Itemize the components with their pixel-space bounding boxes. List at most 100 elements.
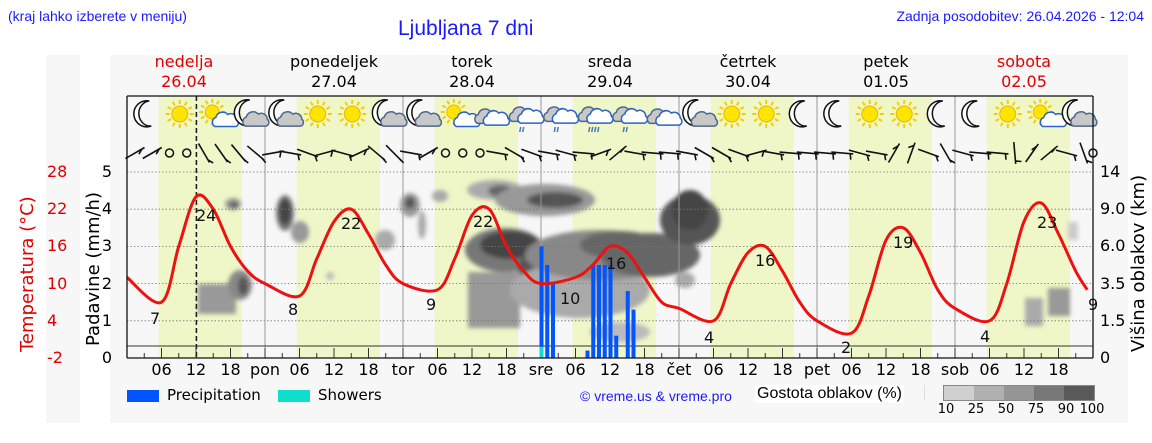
wind-barb-icon — [1055, 149, 1078, 162]
scale-step — [1034, 386, 1064, 400]
cloud-icon — [474, 108, 511, 126]
svg-text:10: 10 — [560, 289, 580, 308]
wind-barb-icon — [385, 144, 405, 164]
scale-step — [1004, 386, 1034, 400]
sun-icon — [165, 100, 194, 128]
svg-text:2: 2 — [841, 338, 851, 357]
day-date: 02.05 — [1001, 72, 1047, 91]
moon-icon — [133, 100, 152, 128]
day-name: sreda — [587, 52, 633, 71]
day-header-3: sreda 29.04 — [541, 52, 679, 92]
sun-icon — [717, 100, 746, 128]
wind-barb-icon — [590, 148, 612, 158]
cloud-density-layer — [198, 180, 1078, 342]
wind-barb-icon — [952, 149, 974, 162]
precip-tick: 0 — [101, 348, 112, 367]
time-tick: sob — [940, 360, 970, 379]
precip-tick: 1 — [101, 310, 112, 330]
time-tick: 12 — [461, 360, 483, 379]
wind-barb-icon — [125, 146, 145, 160]
wind-barb-icon — [486, 150, 509, 161]
cloud-density-legend-label: Gostota oblakov (%) — [755, 385, 904, 403]
wind-barb-icon — [1079, 142, 1093, 164]
weather-icons — [133, 99, 1098, 133]
day-date: 30.04 — [725, 72, 771, 91]
wind-barb-icon — [555, 149, 578, 162]
cloud-density-scale — [943, 385, 1095, 401]
precipitation-bars — [539, 246, 636, 358]
wind-barb-icon — [848, 149, 871, 162]
day-name: sobota — [996, 52, 1052, 71]
time-tick: tor — [391, 360, 415, 379]
moon-icon — [788, 100, 808, 128]
wind-barb-icon — [475, 148, 485, 158]
wind-barb-icon — [813, 151, 837, 160]
wind-barb-icon — [367, 145, 388, 164]
scale-step — [974, 386, 1004, 400]
copyright-link[interactable]: © vreme.us & vreme.pro — [580, 388, 732, 404]
moon-icon — [823, 100, 842, 128]
sun-icon — [993, 100, 1022, 128]
wind-barb-icon — [917, 148, 940, 162]
day-date: 01.05 — [863, 72, 909, 91]
cloud-tick: 9.0 — [1100, 199, 1126, 219]
svg-text:8: 8 — [288, 300, 298, 319]
day-header-5: petek 01.05 — [817, 52, 955, 92]
wind-barb-icon — [197, 143, 214, 164]
wind-barb-icon — [694, 146, 715, 163]
cloud-tick: 3.5 — [1100, 273, 1126, 293]
wind-barb-icon — [711, 146, 733, 163]
wind-barb-icon — [676, 150, 698, 161]
cloud-tick: 14 — [1100, 162, 1121, 181]
wind-barb-icon — [1012, 141, 1022, 165]
last-updated: Zadnja posodobitev: 26.04.2026 - 12:04 — [896, 8, 1144, 24]
time-tick: 06 — [703, 360, 724, 379]
time-tick: 18 — [358, 360, 379, 379]
svg-text:7: 7 — [150, 309, 160, 328]
time-tick: 12 — [1013, 360, 1035, 379]
time-tick: 12 — [599, 360, 621, 379]
wind-barb-icon — [986, 151, 1009, 160]
moon-cloud-icon — [406, 99, 443, 127]
temp-tick: 16 — [47, 236, 68, 256]
wind-barb-icon — [865, 150, 888, 161]
svg-text:19: 19 — [893, 233, 913, 252]
moon-cloud-icon — [682, 99, 719, 127]
cloud-rain-icon — [612, 106, 649, 133]
wind-barb-icon — [504, 146, 526, 163]
time-tick: 18 — [220, 360, 241, 379]
location-hint[interactable]: (kraj lahko izberete v meniju) — [8, 8, 187, 24]
svg-text:24: 24 — [196, 206, 216, 225]
day-date: 26.04 — [161, 72, 207, 91]
sun-icon — [855, 100, 884, 128]
time-tick: 06 — [979, 360, 1000, 379]
moon-icon — [926, 100, 946, 128]
svg-text:22: 22 — [473, 212, 493, 231]
wind-barb-icon — [762, 150, 785, 161]
sun-icon — [338, 100, 367, 128]
showers-legend-label: Showers — [318, 386, 382, 404]
wind-barb-icon — [521, 148, 543, 162]
time-tick: 18 — [910, 360, 931, 379]
moon-cloud-icon — [371, 99, 408, 127]
time-tick: 18 — [496, 360, 517, 379]
wind-barb-icon — [230, 144, 249, 164]
day-header-0: nedelja 26.04 — [115, 52, 253, 92]
wind-barb-icon — [658, 151, 681, 160]
wind-barb-icon — [440, 148, 451, 158]
scale-label: 25 — [967, 402, 985, 417]
cloud-tick: 0 — [1100, 348, 1111, 367]
time-tick: 06 — [841, 360, 862, 379]
wind-barb-icon — [779, 151, 802, 160]
day-date: 28.04 — [449, 72, 495, 91]
day-name: četrtek — [719, 52, 777, 71]
page-title: Ljubljana 7 dni — [398, 17, 534, 40]
moon-cloud-icon — [233, 99, 270, 127]
wind-barb-icon — [1040, 145, 1059, 161]
sun-icon — [303, 100, 332, 128]
scale-label: 10 — [937, 402, 955, 417]
wind-barb-icon — [969, 151, 992, 160]
scale-label: 50 — [997, 402, 1015, 417]
wind-barb-icon — [348, 147, 370, 159]
